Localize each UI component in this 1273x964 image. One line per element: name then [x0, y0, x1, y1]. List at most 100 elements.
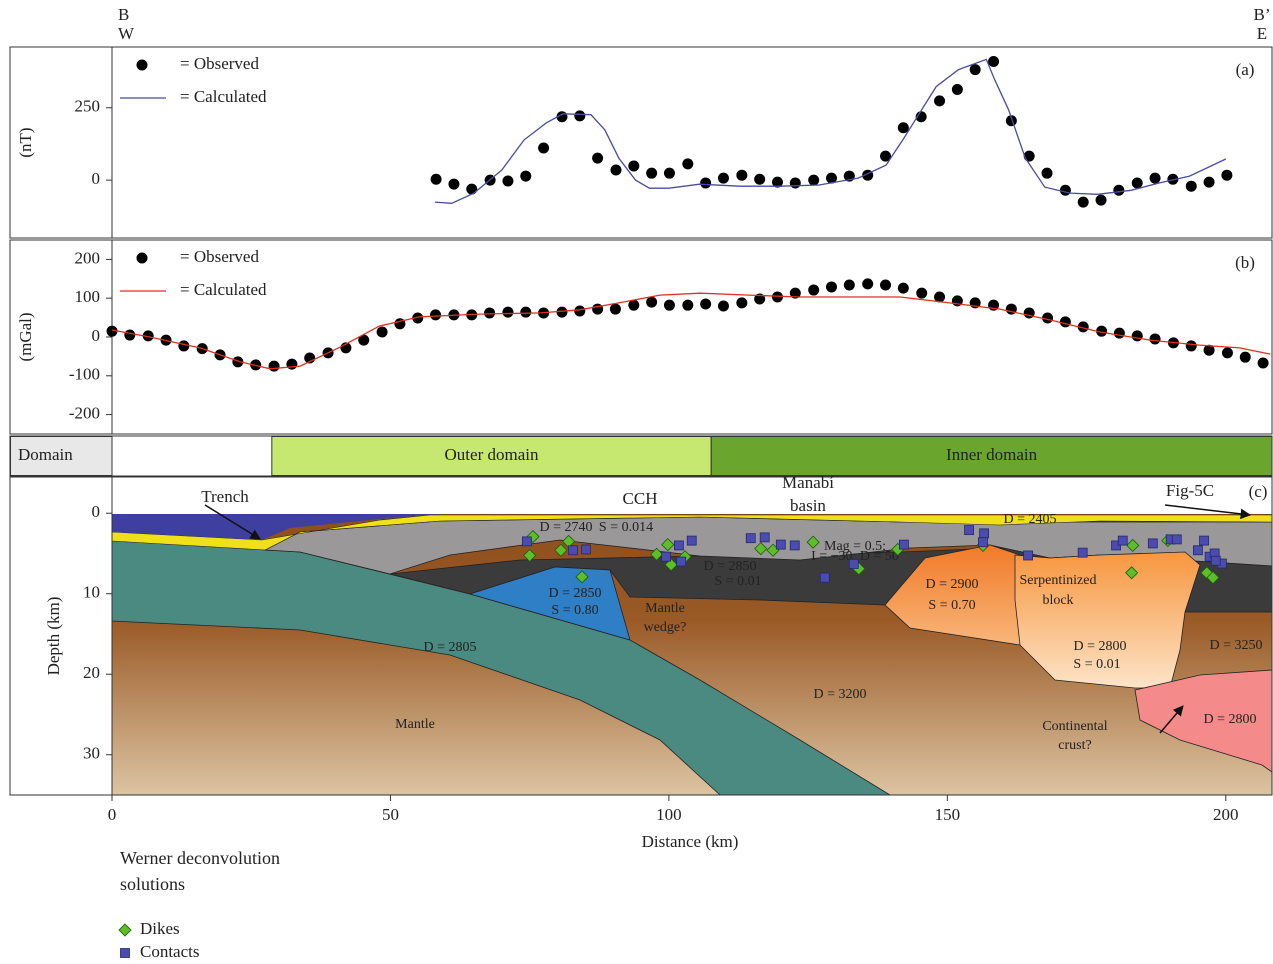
- annotation: D = 2900: [925, 577, 978, 592]
- legend-label: = Observed: [180, 54, 259, 73]
- observed-point: [1131, 330, 1143, 342]
- observed-point: [1059, 184, 1071, 196]
- contact-marker: [1199, 535, 1209, 546]
- observed-point: [466, 183, 478, 195]
- dike-marker: [661, 538, 675, 552]
- observed-point: [1042, 312, 1054, 324]
- observed-point: [789, 177, 801, 189]
- observed-point: [574, 110, 586, 122]
- legend-title: Werner deconvolution solutions: [120, 848, 280, 894]
- annotation: I = −30; D = 50: [811, 549, 899, 564]
- y-tick-label: -100: [69, 365, 100, 384]
- panel-frame: [9, 239, 1273, 435]
- profile-end: B’: [1254, 5, 1271, 24]
- observed-point: [1113, 184, 1125, 196]
- y-tick-label: 0: [92, 169, 101, 188]
- observed-point: [448, 178, 460, 190]
- observed-point: [880, 150, 892, 162]
- dike-marker: [1125, 566, 1139, 580]
- legend-label: Contacts: [140, 942, 200, 961]
- observed-point: [268, 360, 280, 372]
- contact-marker: [581, 544, 591, 555]
- contact-marker: [686, 535, 697, 546]
- observed-point: [934, 291, 946, 303]
- contact-marker: [1023, 550, 1033, 561]
- x-tick-label: 150: [935, 805, 961, 824]
- observed-point: [1077, 321, 1089, 333]
- observed-point: [916, 287, 928, 299]
- annotation: block: [1042, 593, 1073, 608]
- observed-point: [1221, 169, 1233, 181]
- contact-marker: [674, 540, 684, 551]
- observed-point: [106, 325, 118, 337]
- observed-point: [771, 291, 783, 303]
- y-axis-label: (nT): [16, 127, 35, 157]
- annotation: S = 0.01: [714, 574, 761, 589]
- sediments: [111, 514, 1273, 551]
- serpentinized-block: [1014, 551, 1201, 689]
- panel-frame: [9, 476, 1273, 796]
- domain-label-cell: [10, 436, 113, 476]
- observed-point: [502, 175, 514, 187]
- observed-point: [520, 170, 532, 182]
- observed-point: [412, 312, 424, 324]
- annotation: Mantle: [645, 601, 685, 616]
- legend-label: = Calculated: [180, 280, 267, 299]
- annotation: S = 0.01: [1073, 657, 1120, 672]
- legend-label: Dikes: [140, 919, 180, 938]
- annotation: S = 0.70: [928, 598, 975, 613]
- dike-marker: [1206, 571, 1220, 585]
- observed-point: [808, 284, 820, 296]
- y-tick-label: 0: [92, 326, 101, 345]
- ocean: [112, 514, 440, 540]
- calculated-line: [434, 58, 1227, 204]
- observed-point: [430, 173, 442, 185]
- observed-point: [124, 329, 136, 341]
- dike-marker: [575, 570, 589, 584]
- geology: [111, 477, 1273, 796]
- contact-marker: [819, 572, 830, 583]
- x-tick-label: 200: [1213, 805, 1239, 824]
- annotation: D = 3200: [813, 687, 866, 702]
- contact-marker: [759, 532, 770, 543]
- observed-point: [1203, 344, 1215, 356]
- y-tick-label: 30: [83, 744, 100, 763]
- observed-point: [700, 177, 712, 189]
- domain: [710, 436, 1273, 476]
- observed-point: [1203, 176, 1215, 188]
- observed-point: [556, 306, 568, 318]
- legend-marker: [118, 923, 132, 937]
- observed-point: [826, 281, 838, 293]
- domain-name: Inner domain: [946, 445, 1038, 464]
- contact-marker: [568, 545, 579, 556]
- observed-point: [862, 278, 874, 290]
- observed-point: [736, 297, 748, 309]
- panel-label: (c): [1249, 482, 1268, 501]
- legend-marker: [136, 252, 148, 264]
- contact-marker: [775, 539, 786, 550]
- y-tick-label: 100: [75, 287, 101, 306]
- legend-label: = Observed: [180, 247, 259, 266]
- annotation: D = 3250: [1209, 638, 1262, 653]
- observed-point: [520, 306, 532, 318]
- annotation: S = 0.80: [551, 603, 598, 618]
- annotation: Mag = 0.5;: [824, 539, 886, 554]
- annotation: D = 2740: [539, 520, 592, 535]
- annotation: D = 2405: [1003, 512, 1056, 527]
- contact-marker: [1077, 547, 1088, 558]
- contact-marker: [1171, 534, 1182, 545]
- annotation: Mantle: [395, 717, 435, 732]
- observed-point: [717, 300, 729, 312]
- dike-marker: [1126, 538, 1140, 552]
- domain-label: Domain: [18, 445, 73, 464]
- annotation: S = 0.014: [599, 520, 653, 535]
- observed-point: [988, 55, 1000, 67]
- observed-point: [1023, 150, 1035, 162]
- legend-marker: [120, 948, 130, 958]
- annotation: Trench: [201, 487, 249, 506]
- profile-start-direction: W: [118, 24, 135, 43]
- domain-name: Outer domain: [445, 445, 539, 464]
- x-axis-label: Distance (km): [642, 832, 739, 851]
